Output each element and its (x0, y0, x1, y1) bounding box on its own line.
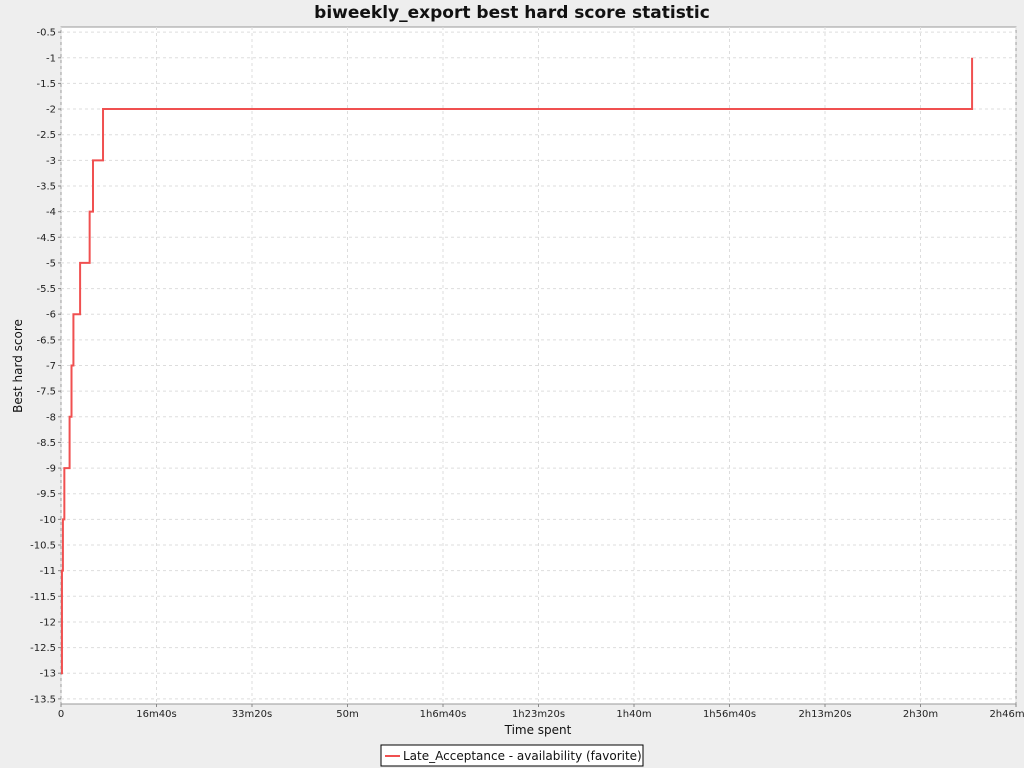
legend: Late_Acceptance - availability (favorite… (380, 744, 644, 767)
legend-label: Late_Acceptance - availability (favorite… (403, 749, 642, 763)
y-tick-label: -4 (46, 207, 56, 218)
y-tick-label: -6.5 (36, 335, 56, 346)
y-tick-label: -6 (46, 310, 56, 321)
x-axis-label: Time spent (504, 723, 572, 737)
y-tick-label: -13 (40, 669, 56, 680)
x-tick-label: 0 (58, 709, 64, 720)
y-tick-label: -9 (46, 464, 56, 475)
chart-title: biweekly_export best hard score statisti… (314, 3, 710, 23)
y-tick-label: -8 (46, 412, 56, 423)
y-tick-label: -1 (46, 53, 56, 64)
x-tick-label: 50m (336, 709, 358, 720)
y-tick-label: -8.5 (36, 438, 56, 449)
x-tick-label: 1h40m (616, 709, 651, 720)
y-tick-label: -2 (46, 105, 56, 116)
series-layer (60, 57, 974, 675)
x-tick-label: 1h6m40s (420, 709, 467, 720)
x-axis-ticks: 0 16m40s 33m20s 50m 1h6m40s 1h23m20s 1h40m 1h56… (58, 704, 1024, 720)
y-tick-label: -2.5 (36, 130, 56, 141)
x-tick-label: 1h23m20s (512, 709, 565, 720)
series-line (60, 57, 974, 675)
y-tick-label: -7 (46, 361, 56, 372)
y-tick-label: -10 (40, 515, 56, 526)
y-axis-label: Best hard score (11, 319, 25, 413)
y-tick-label: -0.5 (36, 28, 56, 39)
y-tick-label: -5.5 (36, 284, 56, 295)
y-tick-label: -9.5 (36, 489, 56, 500)
y-tick-label: -3.5 (36, 181, 56, 192)
y-tick-label: -12 (40, 617, 56, 628)
x-tick-label: 16m40s (136, 709, 176, 720)
y-tick-label: -4.5 (36, 233, 56, 244)
y-tick-label: -12.5 (30, 643, 56, 654)
x-tick-label: 2h13m20s (798, 709, 851, 720)
x-tick-label: 1h56m40s (703, 709, 756, 720)
y-tick-label: -3 (46, 156, 56, 167)
y-tick-label: -11.5 (30, 592, 56, 603)
x-tick-label: 2h30m (903, 709, 938, 720)
x-tick-label: 33m20s (232, 709, 272, 720)
y-tick-label: -1.5 (36, 79, 56, 90)
y-tick-label: -5 (46, 258, 56, 269)
y-tick-label: -10.5 (30, 541, 56, 552)
y-axis-ticks: -0.5 -1 -1.5 -2 -2.5 -3 -3.5 -4 -4.5 -5 -5.5 -6 -6.5… (30, 28, 61, 705)
y-tick-label: -11 (40, 566, 56, 577)
x-tick-label: 2h46m40s (989, 709, 1024, 720)
y-tick-label: -13.5 (30, 694, 56, 705)
legend-box (380, 744, 644, 767)
y-tick-label: -7.5 (36, 387, 56, 398)
